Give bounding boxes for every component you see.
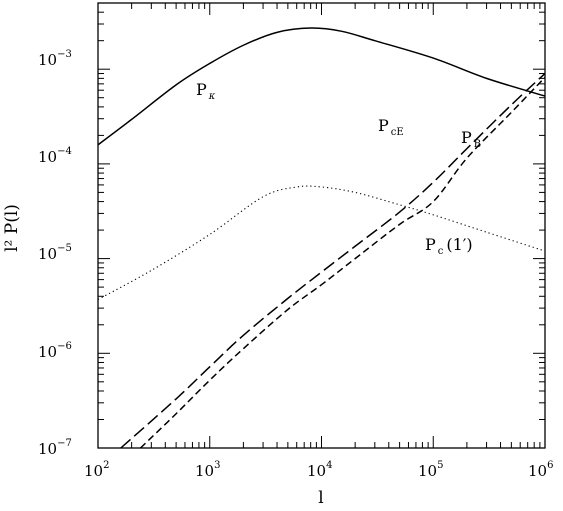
y-axis-label: l² P(l) bbox=[2, 204, 22, 252]
plot-frame bbox=[97, 2, 546, 449]
series-line-0 bbox=[97, 27, 546, 146]
ticks-layer bbox=[97, 2, 546, 449]
x-tick-label: 105 bbox=[418, 460, 443, 480]
x-tick-label: 102 bbox=[84, 460, 109, 480]
series-line-1 bbox=[139, 76, 546, 449]
y-tick-label: 10−7 bbox=[38, 438, 72, 458]
y-tick-label: 10−6 bbox=[38, 341, 72, 361]
y-tick-label: 10−3 bbox=[38, 49, 72, 69]
y-tick-label: 10−5 bbox=[38, 243, 72, 263]
x-tick-label: 104 bbox=[307, 460, 332, 480]
x-tick-label: 103 bbox=[195, 460, 220, 480]
x-tick-label: 106 bbox=[528, 460, 553, 480]
x-axis-label: l bbox=[318, 488, 323, 508]
series-layer bbox=[97, 27, 546, 449]
series-line-2 bbox=[120, 72, 546, 449]
y-tick-label: 10−4 bbox=[38, 146, 72, 166]
series-line-3 bbox=[97, 185, 546, 300]
